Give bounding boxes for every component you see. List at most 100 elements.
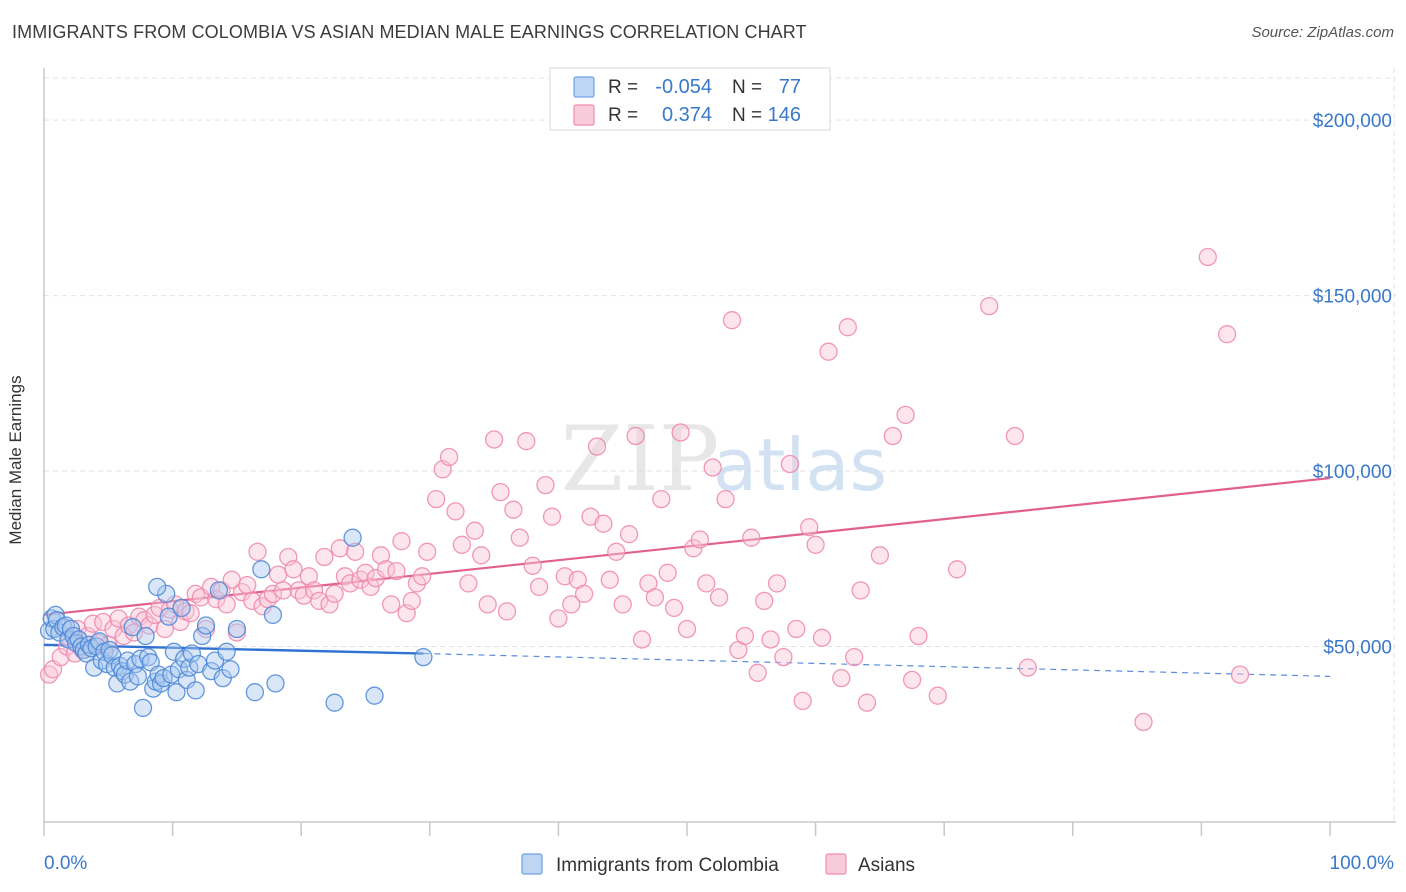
series-legend-item: Immigrants from Colombia [521,853,779,876]
data-point [268,565,288,584]
data-point [284,560,303,579]
x-tick-labels: 0.0% 100.0% [44,853,1394,874]
stats-legend: R = -0.054 N = 77 R = 0.374 N = 146 [549,67,831,131]
data-point [832,668,851,688]
data-point [94,612,113,632]
data-point [299,567,319,586]
stats-legend-r-label: R = [608,77,638,98]
data-point [504,500,523,519]
stats-legend-box [549,67,831,131]
data-point [365,686,384,705]
data-point [857,693,877,712]
data-point [186,681,205,700]
series-legend: Immigrants from Colombia Asians [521,853,915,876]
data-point [135,611,154,630]
data-point [793,691,812,711]
stats-legend-n-value: 146 [768,104,801,126]
data-point [263,584,283,604]
data-point [594,514,613,533]
watermark-zip: ZIP [561,407,720,512]
stats-legend-n-label: N = [732,77,762,98]
data-point [159,607,178,626]
series-legend-swatch [521,853,543,875]
trend-lines [43,476,1331,677]
data-point [549,609,568,628]
x-tick-label-min: 0.0% [44,853,87,874]
series-colombia [39,528,433,718]
source-label: Source: ZipAtlas.com [1251,24,1394,41]
data-point [947,560,967,579]
data-point [690,530,710,549]
data-point [382,595,401,614]
stats-legend-row: R = 0.374 N = 146 [573,104,801,126]
data-point [1230,665,1250,684]
data-point [243,591,262,611]
stats-legend-r-value: 0.374 [662,104,712,126]
data-point [542,507,562,526]
data-point [202,661,221,681]
data-point [164,642,184,661]
data-point [800,518,819,537]
data-point [909,626,928,646]
data-point [320,595,339,614]
stats-legend-r-value: -0.054 [655,76,712,98]
data-point [928,686,947,705]
data-point [182,644,202,663]
data-point [452,535,472,554]
data-point [626,426,645,446]
data-point [484,430,504,449]
series-legend-item: Asians [825,853,915,876]
watermark: ZIP atlas [561,407,887,512]
data-point [896,405,915,425]
data-point [346,542,365,561]
data-point [787,619,806,639]
data-point [780,454,800,474]
data-point [838,318,857,337]
data-point [238,575,257,595]
trend-line-asians [43,476,1331,617]
data-point [217,642,236,661]
data-point [356,563,375,582]
data-point [148,577,167,597]
data-point [722,311,742,330]
chart-title: IMMIGRANTS FROM COLOMBIA VS ASIAN MEDIAN… [12,22,807,42]
data-point [613,595,632,614]
data-point [716,489,735,509]
data-point [418,542,437,561]
series-legend-label: Immigrants from Colombia [556,855,779,876]
data-point [133,698,153,718]
data-point [697,574,716,593]
data-point [196,616,216,635]
data-point [619,525,639,544]
watermark-atlas: atlas [713,423,887,507]
data-point [703,458,722,477]
data-point [562,595,581,614]
stats-legend-swatch [573,104,595,126]
data-point [1217,325,1237,344]
stats-legend-r-label: R = [608,105,638,126]
data-point [671,423,690,442]
data-point [274,581,293,600]
data-point [414,647,433,667]
data-point [402,591,421,611]
data-point [1018,658,1037,677]
data-point [600,570,619,589]
data-point [632,630,652,649]
data-point [664,598,684,618]
series-legend-swatch [825,853,847,875]
y-tick-labels: $50,000 $100,000 $150,000 $200,000 [1313,111,1392,658]
data-point [245,683,265,702]
data-point [412,567,432,586]
data-point [1198,247,1217,267]
data-point [587,437,607,456]
data-point [227,619,247,639]
data-points [39,247,1250,732]
data-point [459,574,478,593]
data-point [340,574,360,593]
data-point [109,609,128,628]
data-point [510,528,529,547]
data-point [819,342,838,361]
data-point [325,584,344,604]
data-point [529,577,549,597]
